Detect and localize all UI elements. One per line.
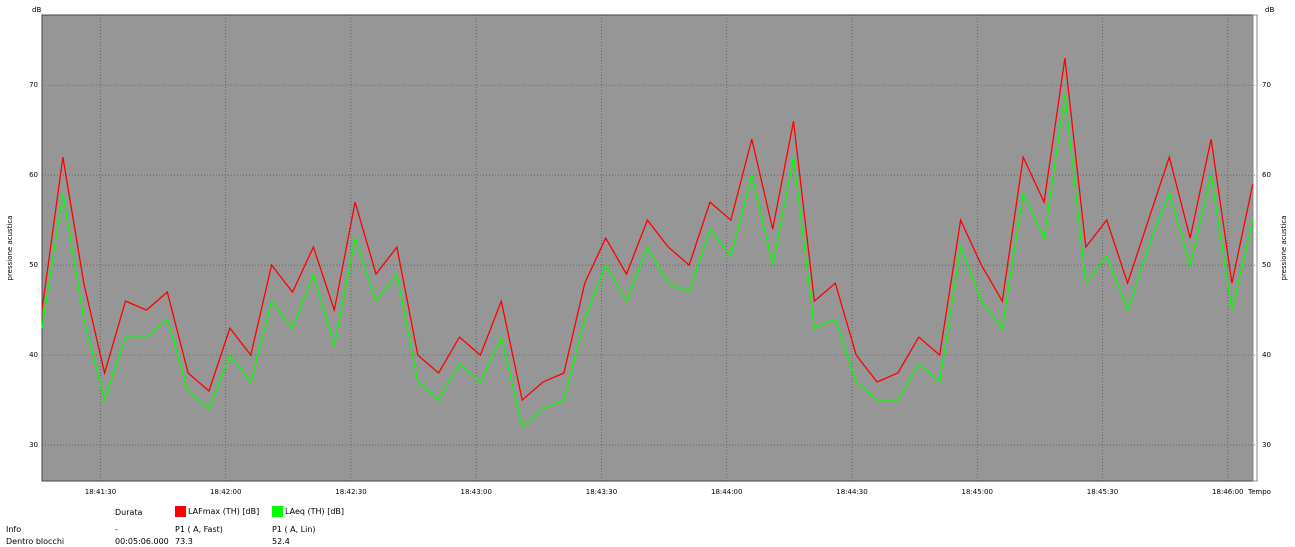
y2-label: pressione acustica [1280,215,1288,280]
x-tick-label: 18:45:00 [962,488,993,496]
legend-entry: LAeq (TH) [dB] [272,506,344,517]
legend-swatch [272,506,283,517]
x-tick-label: 18:45:30 [1087,488,1118,496]
series-line [41,94,1254,429]
cell: - [115,525,118,534]
x-tick-label: 18:42:00 [210,488,241,496]
x-tick-label: 18:46:00 [1212,488,1243,496]
y2-tick-label: 70 [1262,81,1271,89]
x-label: Tempo [1247,488,1271,496]
x-tick-label: 18:41:30 [85,488,116,496]
y-tick-label: 30 [29,441,38,449]
x-tick-label: 18:44:00 [711,488,742,496]
y2-tick-label: 60 [1262,171,1271,179]
scroll-bar [1252,14,1258,482]
y2-tick-label: 50 [1262,261,1271,269]
legend-swatch [175,506,186,517]
y-tick-label: 40 [29,351,38,359]
legend-label: LAeq (TH) [dB] [285,507,345,516]
y-tick-label: 60 [29,171,38,179]
cell: 73.3 [175,537,193,546]
x-tick-label: 18:43:30 [586,488,617,496]
y2-tick-label: 30 [1262,441,1271,449]
y2-tick-label: 40 [1262,351,1271,359]
table-header: Durata [115,508,143,517]
row-label: Info [6,525,22,534]
y-unit: dB [32,6,41,14]
cell: P1 ( A, Fast) [175,525,223,534]
cell: 00:05:06.000 [115,537,169,546]
cell: P1 ( A, Lin) [272,525,316,534]
cell: 52.4 [272,537,290,546]
y-tick-label: 50 [29,261,38,269]
x-tick-label: 18:44:30 [836,488,867,496]
y2-unit: dB [1265,6,1274,14]
row-label: Dentro blocchi [6,537,65,546]
legend-entry: LAFmax (TH) [dB] [175,506,259,517]
plot-area [41,14,1258,482]
series-line [41,58,1254,402]
chart: dB dB Tempo pressione acustica pressione… [6,6,1288,496]
y-label: pressione acustica [6,215,14,280]
x-tick-label: 18:43:00 [461,488,492,496]
x-tick-label: 18:42:30 [335,488,366,496]
legend-label: LAFmax (TH) [dB] [188,507,260,516]
y-tick-label: 70 [29,81,38,89]
